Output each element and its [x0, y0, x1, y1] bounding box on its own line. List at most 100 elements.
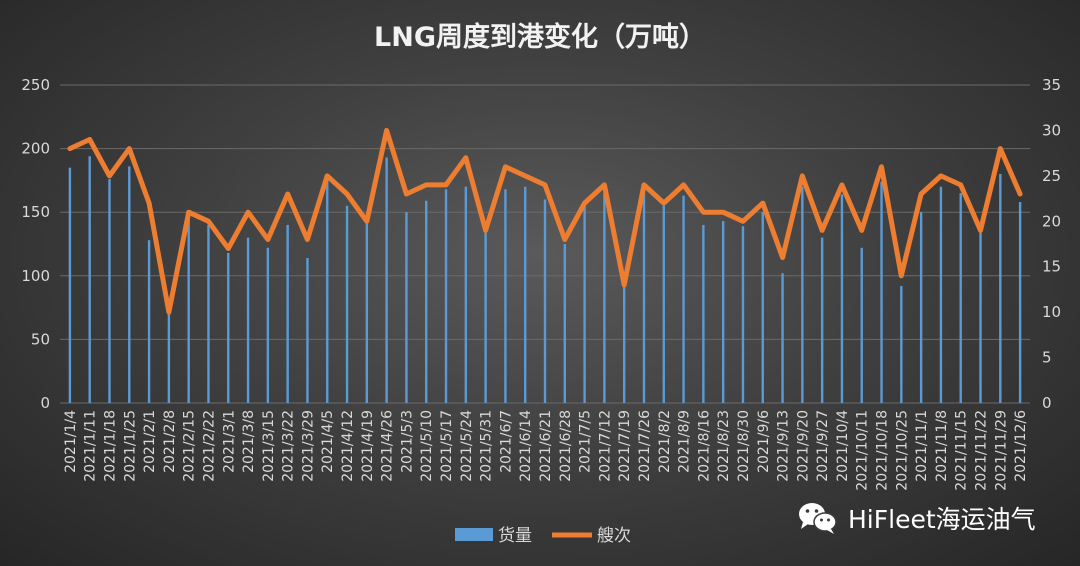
bar	[128, 166, 131, 403]
x-tick-label: 2021/10/11	[855, 410, 871, 491]
chart-title: LNG周度到港变化（万吨）	[374, 21, 706, 53]
x-tick-label: 2021/6/14	[518, 410, 534, 482]
bar	[939, 186, 943, 403]
x-tick-label: 2021/1/18	[103, 410, 119, 482]
x-tick-label: 2021/9/27	[815, 410, 831, 482]
left-y-axis: 0 50 100 150 200 250	[21, 76, 50, 412]
y-right-tick-label: 15	[1042, 258, 1061, 276]
x-tick-label: 2021/8/9	[677, 410, 693, 473]
legend: 货量 艘次	[455, 526, 631, 546]
bar	[721, 221, 725, 403]
x-tick-label: 2021/11/22	[974, 410, 990, 491]
x-tick-label: 2021/3/1	[221, 410, 237, 473]
bar	[919, 212, 923, 403]
x-tick-label: 2021/10/18	[875, 410, 891, 491]
x-tick-label: 2021/9/6	[756, 410, 772, 473]
x-tick-label: 2021/1/11	[83, 410, 99, 482]
y-right-tick-label: 5	[1042, 349, 1052, 367]
x-tick-label: 2021/3/29	[300, 410, 316, 482]
bar	[622, 285, 626, 403]
bar	[207, 224, 210, 403]
x-tick-label: 2021/6/21	[538, 410, 554, 482]
y-right-tick-label: 20	[1042, 212, 1061, 230]
x-tick-label: 2021/4/12	[340, 410, 356, 482]
bar	[702, 224, 705, 403]
y-right-tick-label: 25	[1042, 167, 1061, 185]
x-tick-label: 2021/8/16	[696, 410, 712, 482]
x-tick-label: 2021/5/31	[479, 410, 495, 482]
x-tick-label: 2021/7/19	[617, 410, 633, 482]
x-tick-label: 2021/7/26	[637, 410, 653, 482]
x-tick-label: 2021/11/1	[914, 410, 930, 482]
x-tick-label: 2021/3/15	[261, 410, 277, 482]
wechat-icon	[799, 503, 837, 534]
bar	[840, 194, 844, 403]
x-tick-label: 2021/9/13	[776, 410, 792, 482]
x-tick-label: 2021/5/3	[399, 410, 415, 473]
bar	[900, 285, 903, 403]
bar	[484, 231, 487, 403]
y-left-tick-label: 150	[21, 203, 50, 221]
bar	[306, 257, 309, 403]
y-right-tick-label: 0	[1042, 394, 1052, 412]
x-tick-label: 2021/5/10	[419, 410, 435, 482]
x-tick-label: 2021/4/26	[380, 410, 396, 482]
bar	[860, 247, 863, 403]
x-axis: 2021/1/4 2021/1/11 2021/1/18 2021/1/25 2021/…	[63, 410, 1029, 491]
x-tick-label: 2021/1/4	[63, 410, 79, 473]
x-tick-label: 2021/1/25	[122, 410, 138, 482]
y-right-tick-label: 35	[1042, 76, 1061, 94]
right-y-axis: 0 5 10 15 20 25 30 35	[1042, 76, 1061, 412]
x-tick-label: 2021/2/15	[182, 410, 198, 482]
bar	[365, 222, 369, 403]
y-left-tick-label: 100	[21, 267, 50, 285]
x-tick-label: 2021/10/25	[894, 410, 910, 491]
x-tick-label: 2021/6/28	[558, 410, 574, 482]
y-left-tick-label: 200	[21, 140, 50, 158]
bar	[999, 174, 1002, 403]
x-tick-label: 2021/12/6	[1013, 410, 1029, 482]
x-tick-label: 2021/6/7	[498, 410, 514, 473]
x-tick-label: 2021/7/12	[597, 410, 613, 482]
x-tick-label: 2021/3/8	[241, 410, 257, 473]
x-tick-label: 2021/11/15	[954, 410, 970, 491]
bar-series	[68, 156, 1022, 403]
bar	[761, 212, 764, 403]
bar	[820, 237, 824, 403]
y-left-tick-label: 50	[31, 330, 50, 348]
y-left-tick-label: 0	[40, 394, 50, 412]
bar	[543, 199, 547, 403]
line-series	[67, 127, 1023, 315]
x-tick-label: 2021/2/22	[202, 410, 218, 482]
x-tick-label: 2021/2/1	[142, 410, 158, 473]
x-tick-label: 2021/8/2	[657, 410, 673, 473]
legend-label-bar: 货量	[498, 526, 532, 546]
x-tick-label: 2021/2/8	[162, 410, 178, 473]
x-tick-label: 2021/4/5	[320, 410, 336, 473]
bar	[108, 179, 111, 403]
bar	[1018, 202, 1022, 403]
bar	[464, 186, 468, 403]
x-tick-label: 2021/4/19	[360, 410, 376, 482]
bar	[801, 186, 804, 403]
line-series-path	[67, 127, 1023, 315]
bar	[880, 181, 883, 403]
x-tick-label: 2021/11/29	[993, 410, 1009, 491]
y-right-tick-label: 10	[1042, 303, 1061, 321]
bar	[246, 237, 250, 403]
bar	[286, 224, 289, 403]
watermark: HiFleet海运油气	[796, 500, 1036, 536]
bar	[425, 200, 428, 403]
bar	[405, 212, 408, 403]
bar	[741, 226, 745, 403]
bar	[563, 244, 566, 403]
bar	[326, 176, 329, 403]
bar	[385, 157, 388, 403]
bar	[187, 212, 190, 403]
legend-swatch-bar	[455, 528, 493, 541]
bar	[524, 186, 527, 403]
x-tick-label: 2021/5/24	[459, 410, 475, 482]
x-tick-label: 2021/7/5	[578, 410, 594, 473]
bar	[147, 240, 151, 403]
